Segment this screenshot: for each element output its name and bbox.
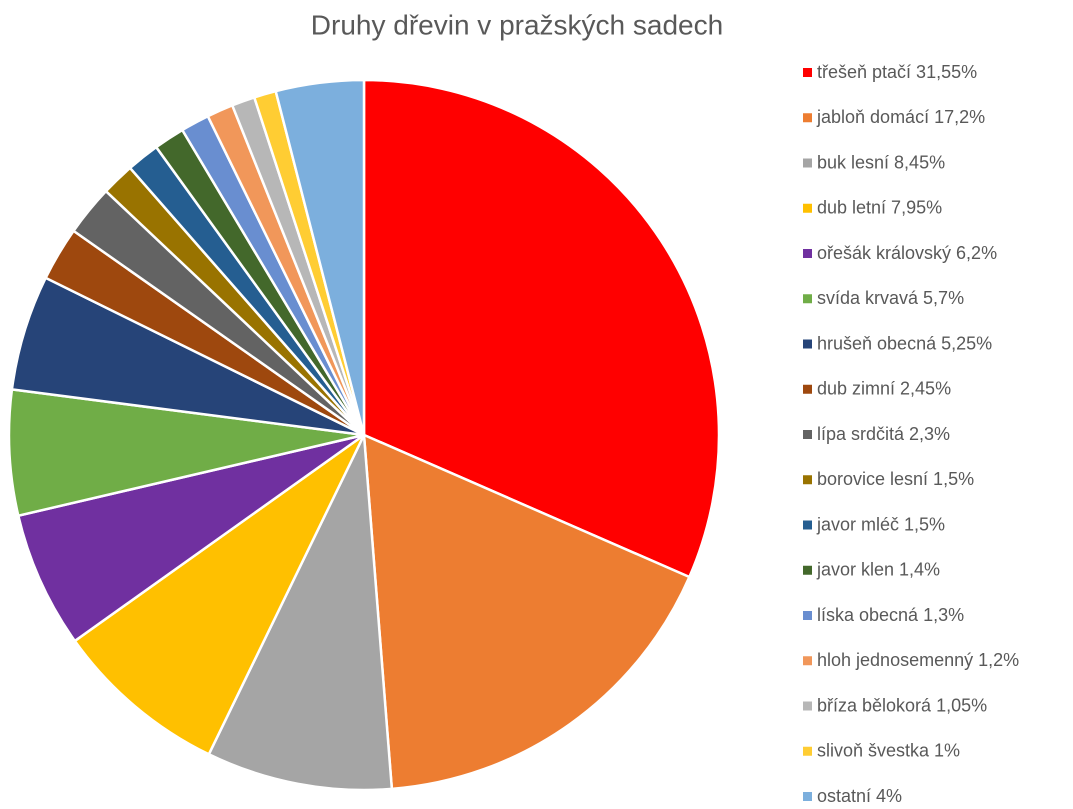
legend-swatch	[803, 430, 812, 439]
legend-swatch	[803, 339, 812, 349]
legend-swatch	[803, 520, 812, 530]
pie-slice	[16, 433, 365, 643]
pie-slice	[207, 430, 394, 792]
legend-label: ostatní 4%	[817, 786, 902, 806]
legend-swatch	[803, 203, 812, 213]
pie-slice	[73, 433, 366, 756]
legend-label: ořešák královský 6,2%	[817, 243, 997, 263]
legend-label: svída krvavá 5,7%	[817, 288, 964, 308]
legend-swatch	[803, 249, 812, 258]
legend-swatch	[803, 158, 812, 168]
legend-swatch	[803, 656, 812, 666]
legend-label: třešeň ptačí 31,55%	[817, 62, 977, 82]
pie-slice	[362, 78, 721, 579]
legend-label: lípa srdčitá 2,3%	[817, 424, 950, 444]
legend-label: bříza bělokorá 1,05%	[817, 695, 987, 715]
legend-label: líska obecná 1,3%	[817, 605, 964, 625]
legend-label: jabloň domácí 17,2%	[816, 107, 985, 127]
pie-slice	[274, 78, 366, 436]
legend-swatch	[803, 294, 812, 304]
legend-swatch	[803, 475, 812, 485]
legend-label: buk lesní 8,45%	[817, 152, 945, 172]
legend-swatch	[803, 68, 812, 77]
legend-swatch	[803, 746, 812, 756]
legend-swatch	[803, 792, 812, 801]
legend-swatch	[803, 384, 812, 394]
pie-slice	[362, 433, 692, 791]
legend-label: dub letní 7,95%	[817, 198, 942, 218]
pie-slice	[7, 387, 365, 518]
legend-label: javor klen 1,4%	[816, 560, 940, 580]
legend-label: javor mléč 1,5%	[816, 514, 945, 534]
legend-swatch	[803, 701, 812, 711]
legend-label: slivoň švestka 1%	[817, 741, 960, 761]
legend-label: hloh jednosemenný 1,2%	[817, 650, 1019, 670]
chart-title: Druhy dřevin v pražských sadech	[311, 9, 723, 40]
legend-swatch	[803, 113, 812, 123]
legend-swatch	[803, 565, 812, 575]
legend-swatch	[803, 611, 812, 620]
legend-label: hrušeň obecná 5,25%	[817, 333, 992, 353]
legend-label: borovice lesní 1,5%	[817, 469, 974, 489]
legend-label: dub zimní 2,45%	[817, 379, 951, 399]
